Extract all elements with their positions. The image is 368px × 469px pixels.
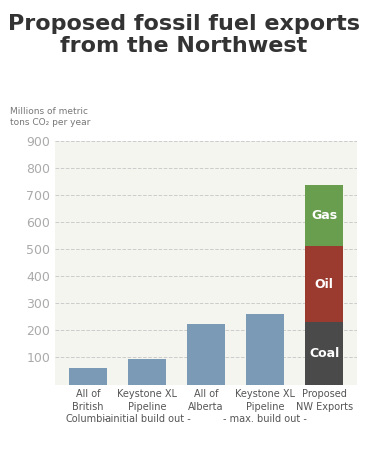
Text: Oil: Oil [315, 278, 333, 291]
Text: Coal: Coal [309, 347, 339, 360]
Bar [128, 359, 166, 385]
Bar [187, 324, 225, 385]
Bar [69, 368, 107, 385]
Bar [305, 246, 343, 322]
Text: Proposed fossil fuel exports
from the Northwest: Proposed fossil fuel exports from the No… [8, 14, 360, 56]
Text: Gas: Gas [311, 209, 337, 222]
Bar [246, 314, 284, 385]
Bar [305, 185, 343, 246]
Bar [305, 322, 343, 385]
Text: Millions of metric
tons CO₂ per year: Millions of metric tons CO₂ per year [10, 106, 90, 128]
